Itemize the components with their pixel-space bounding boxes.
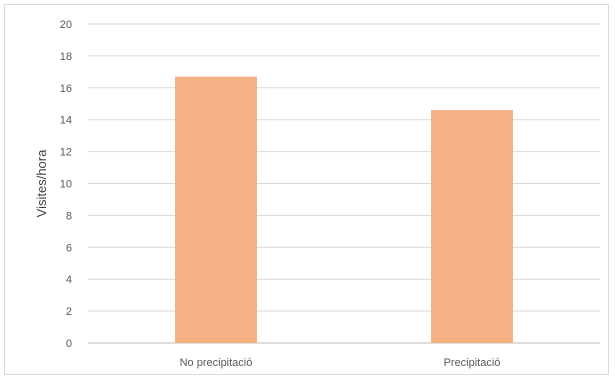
y-tick-label: 20 — [60, 19, 72, 31]
y-tick-label: 8 — [66, 210, 72, 222]
y-axis-label: Visites/hora — [34, 149, 49, 217]
y-tick-label: 2 — [66, 306, 72, 318]
x-tick-labels: No precipitació Precipitació — [180, 357, 501, 369]
y-tick-label: 10 — [60, 179, 72, 191]
y-tick-label: 18 — [60, 51, 72, 63]
bar — [431, 110, 513, 343]
y-tick-label: 16 — [60, 83, 72, 95]
x-tick-label: No precipitació — [180, 357, 253, 369]
bars — [175, 76, 513, 343]
x-tick-label: Precipitació — [444, 357, 501, 369]
y-tick-label: 4 — [66, 274, 72, 286]
y-tick-label: 0 — [66, 338, 72, 350]
y-tick-label: 14 — [60, 115, 72, 127]
y-tick-labels: 0 2 4 6 8 10 12 14 16 18 20 — [60, 19, 72, 350]
bar — [175, 76, 257, 343]
gridlines — [88, 23, 600, 344]
y-tick-label: 6 — [66, 242, 72, 254]
y-tick-label: 12 — [60, 147, 72, 159]
